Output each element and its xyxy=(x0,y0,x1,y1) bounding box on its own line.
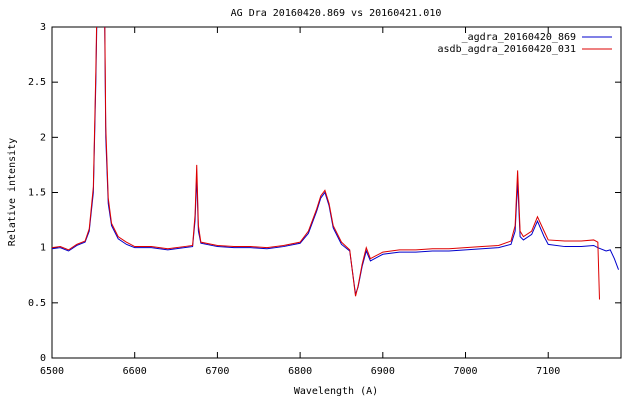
y-tick-label: 1 xyxy=(40,243,46,254)
x-tick-label: 6700 xyxy=(205,366,229,377)
chart-title: AG Dra 20160420.869 vs 20160421.010 xyxy=(231,8,442,19)
y-tick-label: 2.5 xyxy=(28,77,46,88)
x-tick-label: 7000 xyxy=(453,366,477,377)
y-axis-label: Relative intensity xyxy=(7,138,18,246)
x-tick-label: 6900 xyxy=(371,366,395,377)
y-tick-label: 2 xyxy=(40,132,46,143)
plot-frame xyxy=(51,26,622,359)
y-tick-label: 0 xyxy=(40,353,46,364)
y-tick-label: 0.5 xyxy=(28,298,46,309)
y-tick-label: 1.5 xyxy=(28,188,46,199)
x-axis-label: Wavelength (A) xyxy=(294,386,378,397)
spectrum-line xyxy=(52,27,600,300)
spectrum-line xyxy=(52,27,619,295)
legend-label: asdb_agdra_20160420_031 xyxy=(438,44,576,55)
legend-label: _agdra_20160420_869 xyxy=(462,32,576,43)
x-tick-label: 6600 xyxy=(123,366,147,377)
x-tick-label: 7100 xyxy=(536,366,560,377)
x-tick-label: 6800 xyxy=(288,366,312,377)
x-tick-label: 6500 xyxy=(40,366,64,377)
y-tick-label: 3 xyxy=(40,22,46,33)
